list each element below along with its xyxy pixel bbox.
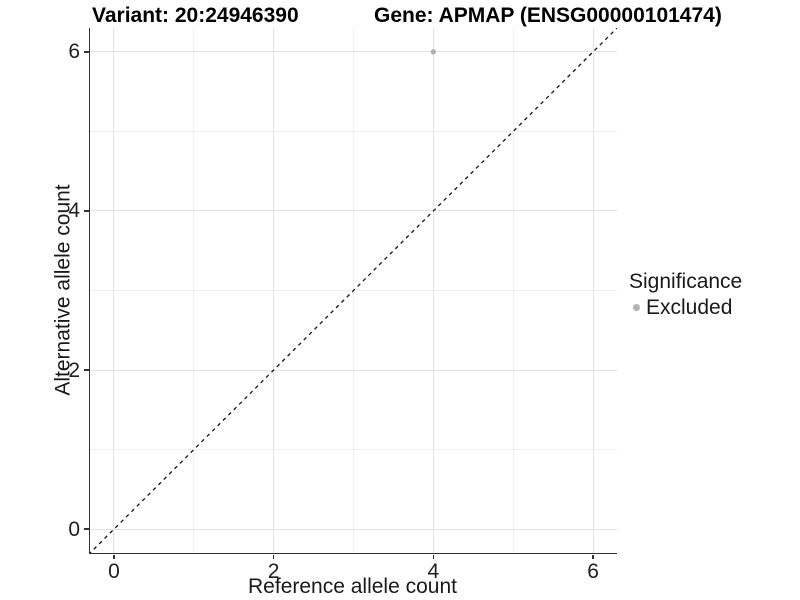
x-tick-mark [592, 555, 594, 559]
data-point [430, 49, 437, 55]
x-tick-mark [272, 555, 275, 559]
y-tick-mark [83, 528, 89, 530]
x-tick-label: 6 [587, 560, 599, 583]
x-tick-label: 2 [267, 560, 280, 583]
y-gridline-minor [90, 130, 617, 132]
y-tick-label: 2 [68, 358, 80, 382]
y-tick-label: 0 [68, 517, 80, 541]
gene-title: Gene: APMAP (ENSG00000101474) [374, 4, 722, 27]
y-tick-mark [83, 369, 89, 371]
y-tick-mark [83, 210, 89, 212]
y-gridline-major [90, 528, 617, 530]
variant-title: Variant: 20:24946390 [92, 4, 299, 27]
plot-panel: 0 2 4 6 0 2 4 6 [68, 28, 617, 583]
y-tick-label: 4 [68, 199, 80, 223]
x-tick-label: 0 [108, 560, 120, 583]
y-gridline-major [90, 369, 617, 371]
legend: Significance Excluded [629, 269, 742, 320]
y-gridline-major [90, 210, 617, 212]
legend-item-excluded: Excluded [633, 295, 742, 320]
x-axis-title: Reference allele count [248, 575, 457, 598]
y-tick-label: 6 [68, 40, 80, 64]
y-tick-mark [83, 51, 89, 53]
x-tick-mark [432, 555, 435, 559]
x-tick-label: 4 [427, 560, 440, 583]
y-gridline-major [90, 51, 617, 53]
y-axis-title: Alternative allele count [51, 184, 75, 396]
legend-item-label: Excluded [646, 296, 733, 319]
excluded-point-swatch-icon [633, 304, 640, 311]
x-tick-mark [113, 555, 115, 559]
plot-canvas [90, 28, 617, 553]
y-gridline-minor [90, 449, 617, 451]
identity-dashed-line [90, 28, 617, 553]
legend-title: Significance [629, 270, 743, 293]
